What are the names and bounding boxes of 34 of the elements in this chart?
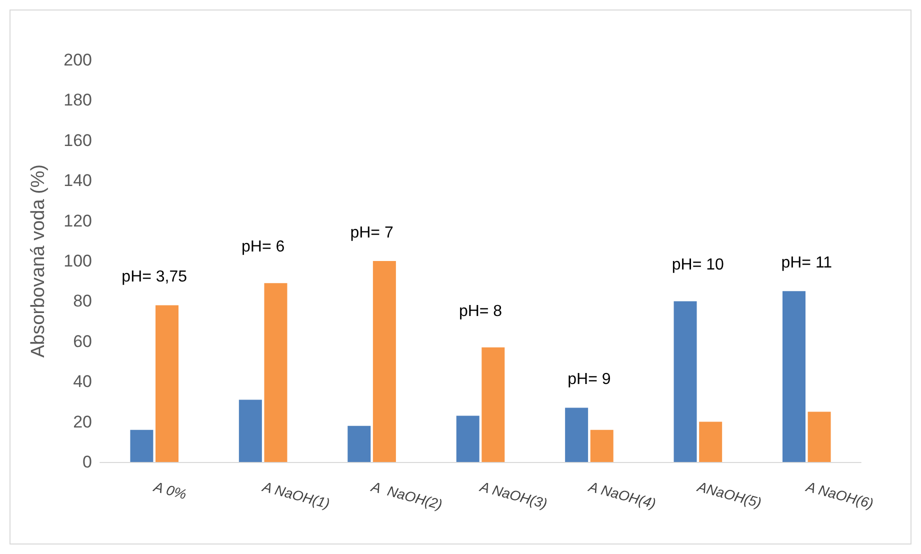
x-tick-label: A 0% (151, 478, 188, 502)
y-tick-label: 40 (73, 372, 92, 392)
annotation: pH= 9 (568, 371, 611, 388)
y-tick-label: 20 (73, 412, 92, 432)
y-tick-label: 120 (64, 211, 92, 230)
bar (590, 430, 614, 462)
y-tick-label: 200 (64, 50, 92, 70)
annotation: pH= 3,75 (122, 268, 188, 286)
bar (130, 430, 154, 462)
bar (238, 400, 262, 462)
y-axis-title: Absorbovaná voda (%) (28, 164, 49, 358)
y-tick-label: 0 (82, 452, 92, 472)
y-tick-label: 60 (73, 332, 92, 351)
y-tick-label: 100 (64, 252, 92, 270)
bar (808, 412, 831, 462)
y-tick-label: 180 (64, 90, 92, 110)
y-tick-label: 140 (64, 171, 92, 190)
bar (699, 422, 722, 462)
bar (264, 283, 288, 462)
annotation: pH= 11 (781, 254, 832, 272)
annotation: pH= 8 (458, 302, 502, 320)
bar (156, 305, 179, 462)
annotation: pH= 7 (350, 224, 394, 242)
bar (348, 426, 371, 462)
annotation: pH= 10 (672, 256, 724, 274)
bar (565, 408, 588, 462)
bar (782, 291, 806, 462)
y-tick-label: 160 (64, 130, 92, 150)
bar (674, 301, 697, 462)
bar (482, 347, 505, 462)
bar (456, 416, 480, 462)
annotation: pH= 6 (242, 238, 285, 256)
y-tick-label: 80 (73, 292, 92, 311)
bar (372, 261, 396, 462)
